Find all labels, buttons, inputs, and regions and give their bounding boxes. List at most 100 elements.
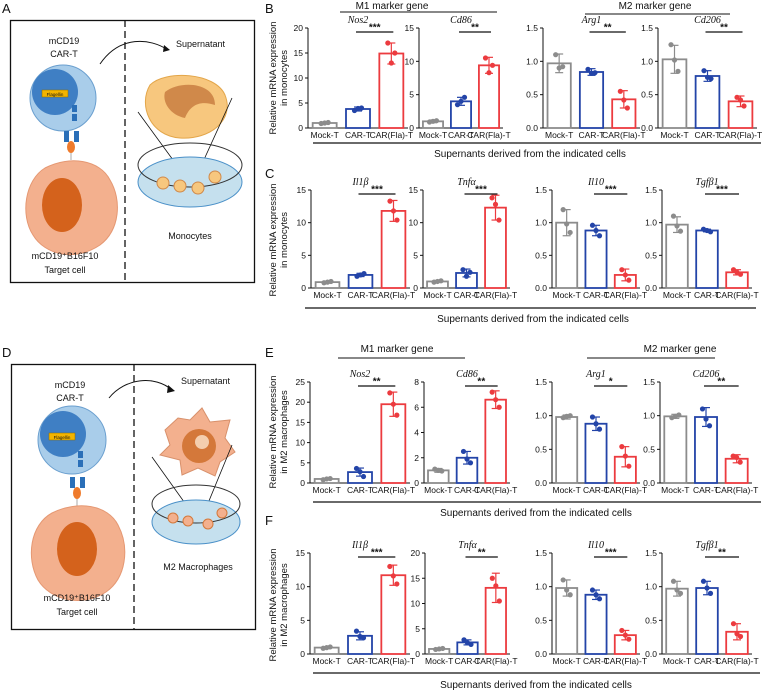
bar [578,71,605,129]
y-tick-label: 1.0 [526,56,538,66]
x-tick-label: CAR-T [694,290,720,300]
bar [665,223,689,289]
svg-text:Relative mRNA expression: Relative mRNA expression [268,184,279,297]
y-tick-label: 5 [415,624,420,634]
y-tick-label: 0 [300,478,305,488]
target-cell-label-2: Target cell [44,265,85,275]
x-tick-label: CAR-T [694,656,720,666]
data-point [463,273,470,279]
flagellin-label: Flagellin [47,92,64,97]
data-point [461,94,468,100]
svg-text:in M2 macrophages: in M2 macrophages [279,390,290,474]
data-point [353,628,360,634]
x-tick-label: Mock-T [552,485,580,495]
data-point [460,448,467,455]
y-tick-label: 15 [405,23,415,33]
transfer-arrow-icon [99,40,169,65]
data-point [737,271,744,277]
significance-label: *** [371,185,383,196]
data-point [390,573,396,579]
x-tick-label: CAR-T [579,130,605,140]
data-point [567,592,573,598]
x-tick-label: CAR-T [695,130,721,140]
y-tick-label: 8 [414,377,419,387]
x-tick-label: CAR-T [455,656,481,666]
y-tick-label: 0.5 [645,615,657,625]
chart-title: Cd86 [450,15,472,26]
x-tick-label: CAR(Fla)-T [372,656,415,666]
y-tick-label: 15 [296,417,306,427]
x-tick-label: Mock-T [545,130,573,140]
data-point [741,103,747,109]
chart-title: Nos2 [349,369,371,380]
x-tick-label: CAR(Fla)-T [467,130,510,140]
y-tick-label: 0 [415,649,420,659]
significance-label: ** [478,548,486,559]
bar [555,416,579,484]
m1-header: M1 marker gene [361,344,434,355]
x-tick-label: CAR(Fla)-T [370,130,413,140]
target-cell-label-2: Target cell [56,607,97,617]
x-tick-label: CAR-T [693,485,719,495]
y-tick-label: 0.5 [645,250,657,260]
bar [584,593,608,655]
y-tick-label: 0.0 [535,649,547,659]
data-point [468,641,474,648]
x-tick-label: CAR(Fla)-T [602,130,645,140]
panel-label-b: B [265,1,274,16]
petri-dish-icon [151,499,241,545]
data-point [589,414,596,420]
data-point [496,217,502,223]
y-tick-label: 1.5 [535,377,547,387]
chart-title: Arg1 [581,15,602,26]
data-point [358,105,365,111]
recipient-label: M2 Macrophages [163,562,233,572]
y-tick-label: 0.0 [643,478,655,488]
data-point [589,587,596,593]
data-point [677,590,684,597]
transfer-arrow-icon [108,380,173,399]
significance-label: ** [373,377,381,388]
data-point [737,459,743,465]
row-xlabel: Supernants derived from the indicated ce… [437,314,629,325]
x-tick-label: CAR(Fla)-T [604,656,647,666]
data-point [676,412,682,418]
x-tick-label: Mock-T [552,290,580,300]
data-point [707,229,714,235]
y-tick-label: 5 [409,90,414,100]
data-point [619,444,625,450]
data-point [394,412,400,418]
y-tick-label: 10 [405,56,415,66]
flagellin-gene-box [41,89,69,98]
data-point [454,102,461,108]
schematic-d: mCD19 CAR-T Supernatant Flagellin mCD19⁺… [10,363,257,631]
data-point [433,118,440,124]
data-point [486,70,492,76]
data-point [621,97,627,103]
target-cell-label: mCD19⁺B16F10 [32,251,99,261]
y-tick-label: 1.5 [535,548,547,558]
car-t-label-2: CAR-T [50,49,78,59]
y-tick-label: 0.0 [645,649,657,659]
data-point [737,633,744,640]
y-axis-label-f: Relative mRNA expression in M2 macrophag… [268,549,290,662]
data-point [489,389,495,395]
data-point [707,590,714,597]
y-tick-label: 1.0 [645,218,657,228]
data-point [328,278,334,285]
y-tick-label: 15 [411,573,421,583]
significance-label: *** [605,185,617,196]
y-tick-label: 5 [300,458,305,468]
m2-header: M2 marker gene [619,1,692,12]
data-point [493,583,499,589]
bar [695,587,719,655]
x-tick-label: Mock-T [423,290,451,300]
y-tick-label: 0 [300,649,305,659]
x-tick-label: Mock-T [312,656,340,666]
data-point [592,70,598,76]
significance-label: *** [605,548,617,559]
data-point [461,637,467,643]
